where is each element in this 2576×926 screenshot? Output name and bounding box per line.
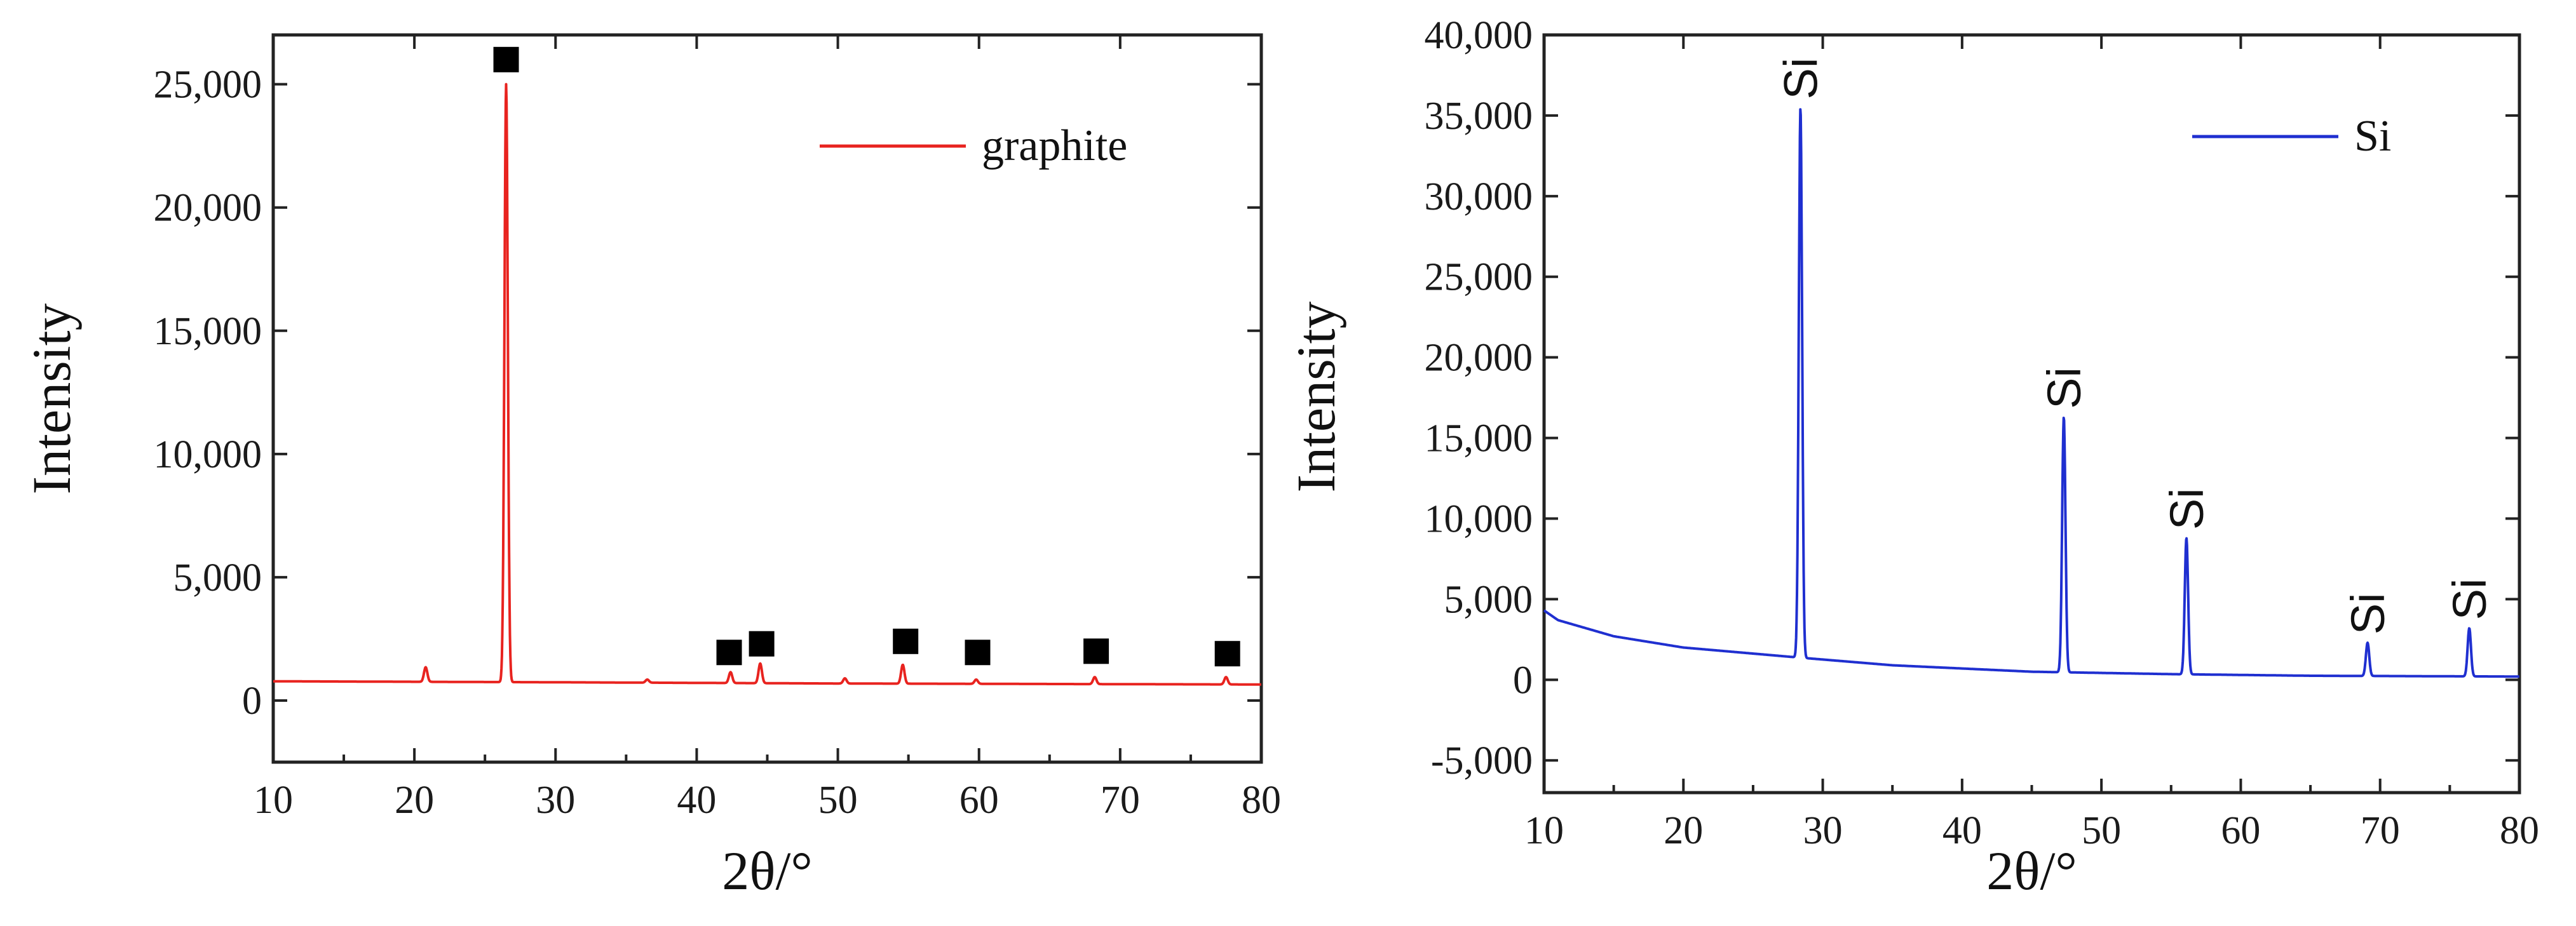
peak-marker <box>893 628 919 654</box>
x-tick-label: 20 <box>1664 809 1703 852</box>
peak-marker <box>716 640 742 666</box>
x-tick-label: 80 <box>1242 779 1281 822</box>
peak-annotation: Si <box>1774 58 1827 100</box>
x-tick-label: 20 <box>395 779 434 822</box>
x-tick-label: 70 <box>1101 779 1140 822</box>
x-tick-label: 30 <box>536 779 575 822</box>
y-axis-label: Intensity <box>21 304 82 495</box>
y-tick-label: 20,000 <box>154 187 262 230</box>
x-tick-label: 60 <box>959 779 999 822</box>
x-axis-label: 2θ/° <box>1986 840 2077 901</box>
x-tick-label: 50 <box>818 779 858 822</box>
y-tick-label: 35,000 <box>1425 95 1533 138</box>
y-tick-label: 10,000 <box>1425 497 1533 540</box>
x-tick-label: 40 <box>1942 809 1982 852</box>
peak-marker <box>749 631 775 657</box>
x-tick-label: 30 <box>1803 809 1843 852</box>
y-tick-label: 15,000 <box>154 310 262 353</box>
peak-annotation: Si <box>2160 488 2213 530</box>
y-tick-label: -5,000 <box>1431 739 1533 782</box>
legend: Si <box>2192 112 2391 161</box>
y-tick-label: 0 <box>242 680 262 723</box>
peak-marker <box>1214 641 1240 667</box>
legend: graphite <box>820 121 1127 170</box>
x-tick-label: 40 <box>677 779 716 822</box>
y-tick-label: 25,000 <box>1425 256 1533 299</box>
chart-panel-1: 10 20 30 40 50 60 70 80 0 5,000 10,000 15,000 20,000… <box>21 33 1281 901</box>
y-axis-label: Intensity <box>1285 302 1346 493</box>
x-tick-label: 80 <box>2500 809 2539 852</box>
series-line-graphite <box>272 83 1263 686</box>
peak-annotation: Si <box>2038 367 2091 409</box>
x-tick-label: 50 <box>2082 809 2121 852</box>
y-tick-label: 10,000 <box>154 433 262 476</box>
y-tick-label: 20,000 <box>1425 337 1533 380</box>
peak-annotation: Si <box>2342 593 2394 634</box>
peak-annotation: Si <box>2443 579 2496 621</box>
peak-marker <box>965 640 991 666</box>
x-tick-label: 70 <box>2361 809 2400 852</box>
x-axis-label: 2θ/° <box>722 840 812 901</box>
x-tick-label: 60 <box>2221 809 2260 852</box>
x-tick-label: 10 <box>254 779 293 822</box>
y-tick-label: 15,000 <box>1425 417 1533 460</box>
y-tick-label: 5,000 <box>1444 578 1533 621</box>
y-tick-label: 40,000 <box>1425 14 1533 57</box>
legend-label: graphite <box>982 121 1127 170</box>
x-tick-label: 10 <box>1524 809 1564 852</box>
series-line-Si <box>1543 108 2521 678</box>
peak-marker <box>1083 638 1109 664</box>
legend-label: Si <box>2354 112 2391 161</box>
chart-panel-2: 10 20 30 40 50 60 70 80 -5,000 0 5,000 10,000 15,000… <box>1285 14 2539 901</box>
y-tick-label: 0 <box>1513 659 1533 702</box>
y-tick-label: 5,000 <box>173 556 262 600</box>
y-tick-label: 30,000 <box>1425 175 1533 218</box>
y-tick-label: 25,000 <box>154 64 262 107</box>
peak-marker <box>493 46 519 72</box>
